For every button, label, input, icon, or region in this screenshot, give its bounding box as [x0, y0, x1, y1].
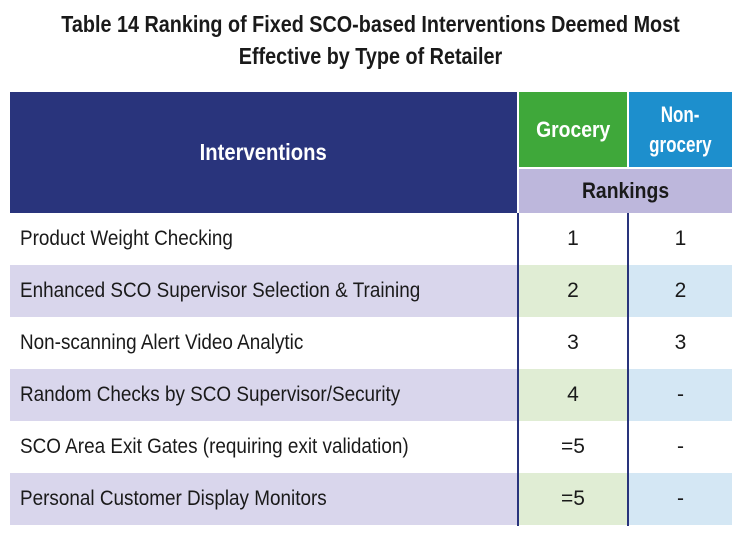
intervention-cell: Random Checks by SCO Supervisor/Security [10, 369, 517, 421]
header-interventions: Interventions [10, 92, 517, 213]
header-grocery-label: Grocery [535, 116, 611, 142]
intervention-cell: Non-scanning Alert Video Analytic [10, 317, 517, 369]
header-rankings-label: Rankings [581, 178, 670, 203]
header-grocery: Grocery [519, 92, 627, 167]
grocery-rank-cell: 3 [519, 317, 627, 369]
intervention-cell: SCO Area Exit Gates (requiring exit vali… [10, 421, 517, 473]
grocery-rank-cell: =5 [519, 473, 627, 525]
non-grocery-rank-cell: - [629, 421, 732, 473]
non-grocery-rank-cell: 3 [629, 317, 732, 369]
table-row: Enhanced SCO Supervisor Selection & Trai… [10, 265, 732, 317]
non-grocery-rank-cell: 2 [629, 265, 732, 317]
header-rankings: Rankings [519, 169, 732, 213]
non-grocery-rank-cell: - [629, 473, 732, 525]
grocery-rank-cell: =5 [519, 421, 627, 473]
header-non-grocery-line1: Non- [661, 101, 700, 127]
table-row: SCO Area Exit Gates (requiring exit vali… [10, 421, 732, 473]
table-row: Random Checks by SCO Supervisor/Security… [10, 369, 732, 421]
rankings-table: Interventions Grocery Non- grocery Ranki… [10, 92, 732, 526]
grocery-rank-cell: 4 [519, 369, 627, 421]
header-interventions-label: Interventions [199, 139, 328, 165]
title-line-1: Table 14 Ranking of Fixed SCO-based Inte… [61, 11, 680, 37]
non-grocery-rank-cell: 1 [629, 213, 732, 265]
grocery-rank-cell: 2 [519, 265, 627, 317]
title-line-2: Effective by Type of Retailer [238, 43, 503, 69]
non-grocery-rank-cell: - [629, 369, 732, 421]
header-non-grocery: Non- grocery [629, 92, 732, 167]
column-divider [517, 213, 519, 526]
table-row: Product Weight Checking 1 1 [10, 213, 732, 265]
intervention-cell: Enhanced SCO Supervisor Selection & Trai… [10, 265, 517, 317]
grocery-rank-cell: 1 [519, 213, 627, 265]
table-row: Personal Customer Display Monitors =5 - [10, 473, 732, 525]
intervention-cell: Product Weight Checking [10, 213, 517, 265]
column-divider [627, 213, 629, 526]
table-title: Table 14 Ranking of Fixed SCO-based Inte… [52, 8, 689, 72]
intervention-cell: Personal Customer Display Monitors [10, 473, 517, 525]
header-non-grocery-line2: grocery [649, 131, 712, 157]
table-row: Non-scanning Alert Video Analytic 3 3 [10, 317, 732, 369]
